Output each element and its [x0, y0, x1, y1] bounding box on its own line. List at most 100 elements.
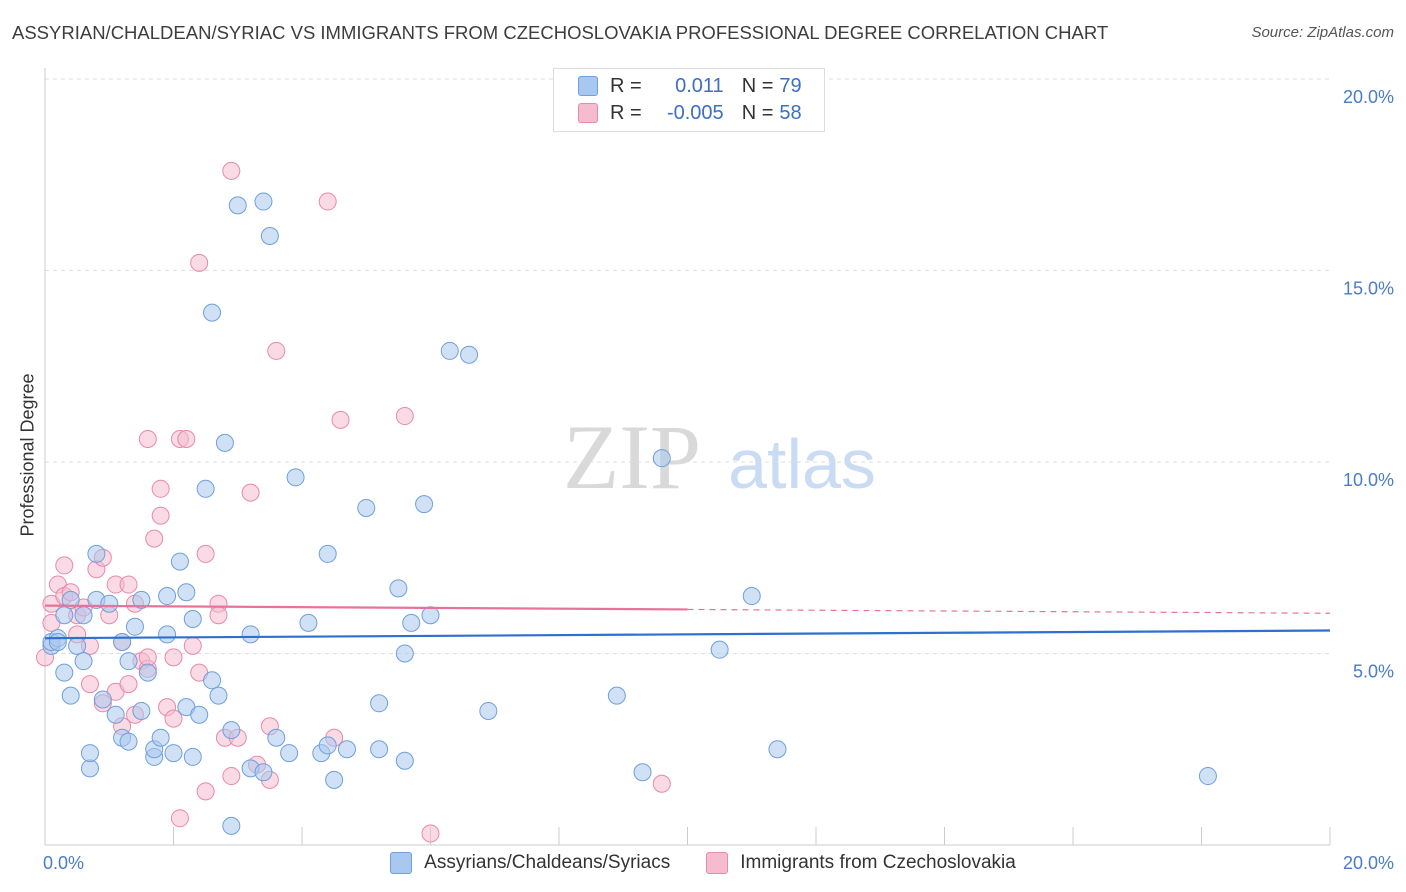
data-point-czechoslovakia: [119, 575, 138, 594]
data-point-assyrian: [370, 694, 389, 713]
data-point-assyrian: [61, 590, 80, 609]
data-point-assyrian: [106, 705, 125, 724]
trend-line-czechoslovakia: [44, 604, 688, 611]
data-point-assyrian: [164, 744, 183, 763]
data-point-assyrian: [80, 759, 99, 778]
data-point-assyrian: [710, 640, 729, 659]
data-point-czechoslovakia: [222, 767, 241, 786]
data-point-assyrian: [222, 721, 241, 740]
data-point-assyrian: [742, 587, 761, 606]
y-tick-label: 15.0%: [1343, 279, 1394, 299]
data-point-czechoslovakia: [318, 192, 337, 211]
data-point-czechoslovakia: [164, 709, 183, 728]
source-credit: Source: ZipAtlas.com: [1251, 24, 1394, 41]
data-point-assyrian: [203, 303, 222, 322]
legend-n-value-czechoslovakia: 58: [779, 101, 802, 124]
data-point-czechoslovakia: [183, 636, 202, 655]
data-point-assyrian: [215, 433, 234, 452]
data-point-assyrian: [267, 728, 286, 747]
data-point-assyrian: [633, 763, 652, 782]
data-point-assyrian: [479, 701, 498, 720]
data-point-assyrian: [228, 196, 247, 215]
legend-item-assyrian: Assyrians/Chaldeans/Syriacs: [390, 852, 670, 874]
correlation-legend: R = 0.011 N = 79 R = -0.005 N = 58: [553, 68, 825, 132]
data-point-assyrian: [74, 606, 93, 625]
data-point-assyrian: [460, 345, 479, 364]
data-point-czechoslovakia: [241, 483, 260, 502]
data-point-assyrian: [389, 579, 408, 598]
data-point-assyrian: [170, 552, 189, 571]
legend-r-value-assyrian: 0.011: [675, 74, 724, 97]
y-axis-tick-labels: 5.0% 10.0% 15.0% 20.0%: [1343, 87, 1394, 682]
data-point-assyrian: [177, 583, 196, 602]
data-point-czechoslovakia: [138, 648, 157, 667]
data-point-assyrian: [151, 728, 170, 747]
chart-title: ASSYRIAN/CHALDEAN/SYRIAC VS IMMIGRANTS F…: [12, 22, 1109, 43]
data-point-assyrian: [318, 736, 337, 755]
legend-label-czechoslovakia: Immigrants from Czechoslovakia: [740, 852, 1016, 873]
y-tick-label: 5.0%: [1353, 662, 1394, 682]
data-point-assyrian: [254, 763, 273, 782]
data-point-assyrian: [183, 747, 202, 766]
data-point-czechoslovakia: [331, 410, 350, 429]
data-point-assyrian: [68, 636, 87, 655]
legend-row-czechoslovakia: R = -0.005 N = 58: [578, 100, 802, 126]
data-point-assyrian: [119, 652, 138, 671]
data-point-assyrian: [286, 468, 305, 487]
data-point-assyrian: [607, 686, 626, 705]
data-point-czechoslovakia: [196, 782, 215, 801]
data-point-assyrian: [254, 192, 273, 211]
legend-swatch-blue: [390, 852, 413, 874]
data-point-assyrian: [402, 613, 421, 632]
legend-swatch-blue: [578, 76, 598, 96]
data-point-assyrian: [395, 751, 414, 770]
data-point-assyrian: [222, 816, 241, 835]
data-point-assyrian: [337, 740, 356, 759]
y-tick-label: 20.0%: [1343, 87, 1394, 107]
trend-line-assyrian: [44, 629, 1331, 640]
data-point-assyrian: [203, 671, 222, 690]
legend-label-assyrian: Assyrians/Chaldeans/Syriacs: [424, 852, 671, 873]
data-point-czechoslovakia: [151, 506, 170, 525]
data-point-assyrian: [241, 625, 260, 644]
data-point-assyrian: [440, 341, 459, 360]
data-point-assyrian: [158, 625, 177, 644]
data-point-czechoslovakia: [164, 648, 183, 667]
data-point-assyrian: [652, 449, 671, 468]
data-point-czechoslovakia: [209, 606, 228, 625]
data-point-assyrian: [93, 690, 112, 709]
legend-n-value-assyrian: 79: [779, 74, 802, 97]
data-point-assyrian: [421, 606, 440, 625]
legend-item-czechoslovakia: Immigrants from Czechoslovakia: [706, 852, 1016, 874]
data-point-assyrian: [80, 744, 99, 763]
legend-r-value-czechoslovakia: -0.005: [666, 101, 724, 124]
trend-lines: [44, 604, 1331, 640]
data-point-assyrian: [87, 544, 106, 563]
data-point-assyrian: [415, 495, 434, 514]
x-tick-label-min: 0.0%: [43, 853, 84, 873]
data-point-assyrian: [119, 732, 138, 751]
legend-swatch-pink: [578, 103, 598, 123]
watermark-zip: ZIP: [563, 406, 701, 508]
data-point-assyrian: [1198, 767, 1217, 786]
data-point-assyrian: [768, 740, 787, 759]
legend-row-assyrian: R = 0.011 N = 79: [578, 73, 802, 99]
x-axis-ticks: 0.0% 20.0%: [43, 827, 1394, 873]
legend-n-label: N =: [741, 74, 774, 97]
data-point-czechoslovakia: [267, 341, 286, 360]
data-point-assyrian: [61, 686, 80, 705]
data-point-assyrian: [158, 587, 177, 606]
data-point-czechoslovakia: [395, 407, 414, 426]
data-point-assyrian: [55, 606, 74, 625]
data-point-czechoslovakia: [652, 774, 671, 793]
series-legend: Assyrians/Chaldeans/Syriacs Immigrants f…: [0, 852, 1406, 874]
data-point-czechoslovakia: [119, 675, 138, 694]
data-point-assyrian: [196, 479, 215, 498]
data-point-czechoslovakia: [222, 161, 241, 180]
data-point-czechoslovakia: [196, 544, 215, 563]
data-point-assyrian: [325, 770, 344, 789]
data-point-assyrian: [183, 610, 202, 629]
legend-swatch-pink: [706, 852, 729, 874]
series-assyrian-points: [42, 192, 1217, 835]
data-point-czechoslovakia: [421, 824, 440, 843]
